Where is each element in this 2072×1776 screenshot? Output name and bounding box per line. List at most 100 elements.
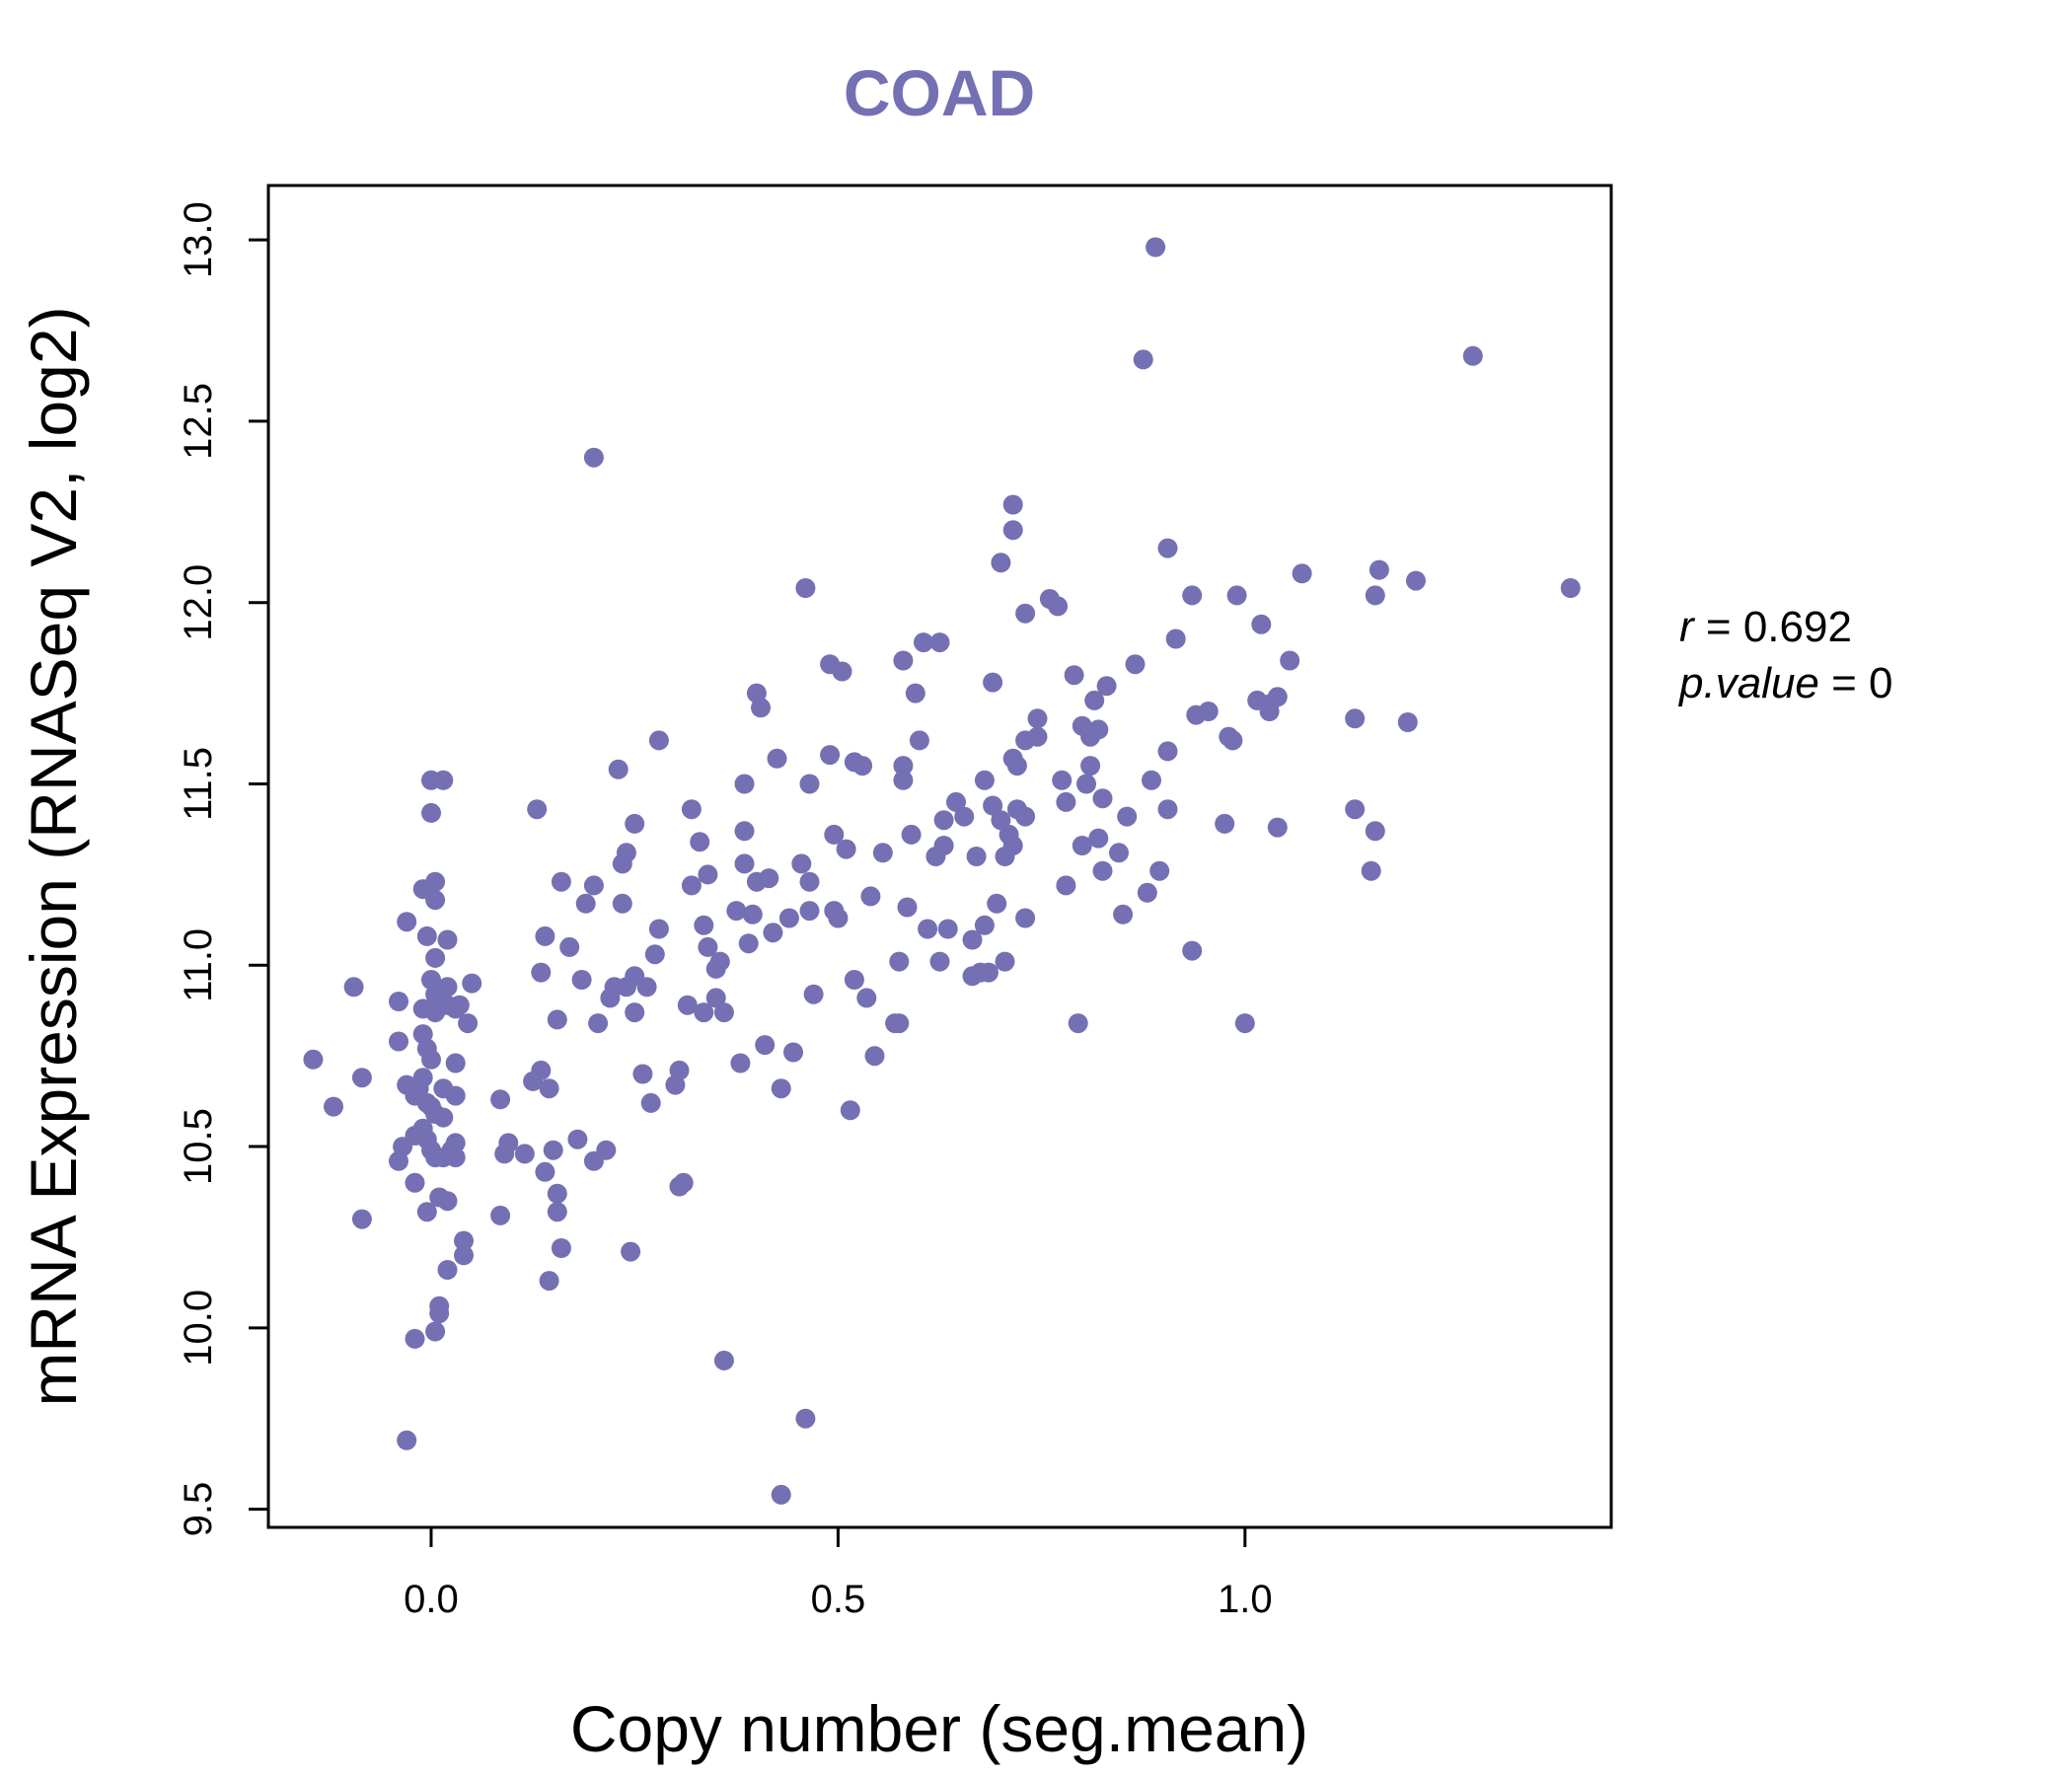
data-point bbox=[621, 1241, 641, 1262]
p-value: 0 bbox=[1869, 659, 1892, 707]
data-point bbox=[389, 992, 408, 1011]
data-point bbox=[954, 806, 975, 827]
data-point bbox=[490, 1205, 511, 1225]
data-point bbox=[698, 936, 718, 957]
data-point bbox=[571, 970, 592, 990]
data-point bbox=[636, 977, 657, 998]
data-point bbox=[771, 1078, 791, 1099]
data-point bbox=[640, 1092, 661, 1113]
data-point bbox=[893, 650, 914, 671]
data-point bbox=[673, 1172, 694, 1193]
data-point bbox=[820, 745, 841, 766]
data-point bbox=[979, 962, 999, 983]
data-point bbox=[713, 1350, 734, 1370]
data-point bbox=[799, 774, 820, 794]
data-point bbox=[983, 672, 1003, 693]
r-label: r bbox=[1679, 603, 1696, 651]
data-point bbox=[1146, 237, 1166, 258]
data-point bbox=[995, 951, 1015, 972]
p-value-stat: p.value = 0 bbox=[1677, 659, 1893, 707]
data-point bbox=[425, 1321, 446, 1342]
data-point bbox=[734, 853, 755, 874]
data-point bbox=[1251, 614, 1272, 634]
data-point bbox=[771, 1484, 791, 1505]
p-value-label: p.value bbox=[1677, 659, 1819, 707]
y-tick-label: 11.0 bbox=[177, 928, 220, 1002]
data-point bbox=[1117, 806, 1138, 827]
data-point bbox=[795, 1408, 816, 1429]
data-point bbox=[644, 944, 665, 965]
data-point bbox=[625, 1002, 645, 1023]
data-point bbox=[681, 799, 702, 820]
y-tick-label: 10.5 bbox=[177, 1108, 220, 1185]
data-point bbox=[1292, 563, 1312, 584]
data-point bbox=[836, 839, 856, 859]
data-point bbox=[1052, 770, 1073, 790]
data-point bbox=[1365, 821, 1385, 842]
data-points bbox=[303, 237, 1581, 1505]
data-point bbox=[389, 1031, 408, 1052]
data-point bbox=[547, 1183, 567, 1204]
data-point bbox=[1006, 756, 1027, 777]
data-point bbox=[1109, 843, 1129, 863]
data-point bbox=[539, 1078, 559, 1099]
data-point bbox=[783, 1042, 803, 1063]
data-point bbox=[458, 1013, 479, 1034]
data-point bbox=[1157, 799, 1178, 820]
data-point bbox=[1092, 860, 1113, 881]
data-point bbox=[929, 632, 950, 653]
data-point bbox=[1397, 712, 1418, 732]
data-point bbox=[445, 1133, 466, 1153]
data-point bbox=[343, 977, 364, 998]
data-point bbox=[1113, 904, 1134, 925]
y-tick-label: 11.5 bbox=[177, 747, 220, 821]
data-point bbox=[445, 1085, 466, 1106]
data-point bbox=[351, 1209, 372, 1229]
data-point bbox=[1088, 828, 1109, 849]
data-point bbox=[437, 1191, 458, 1212]
data-point bbox=[531, 1060, 552, 1080]
data-point bbox=[987, 893, 1007, 914]
data-point bbox=[1002, 494, 1023, 515]
data-point bbox=[454, 1245, 474, 1266]
data-point bbox=[421, 1049, 441, 1070]
data-point bbox=[425, 947, 446, 968]
data-point bbox=[1068, 1013, 1088, 1034]
data-point bbox=[872, 843, 893, 863]
data-point bbox=[462, 973, 482, 994]
data-point bbox=[755, 1035, 776, 1056]
data-point bbox=[933, 810, 954, 831]
data-point bbox=[799, 871, 820, 892]
data-point bbox=[551, 1238, 571, 1258]
data-point bbox=[1142, 770, 1161, 790]
data-point bbox=[889, 951, 910, 972]
data-point bbox=[351, 1068, 372, 1088]
p-equals: = bbox=[1819, 659, 1869, 707]
data-point bbox=[933, 836, 954, 855]
data-point bbox=[1072, 836, 1092, 855]
data-point bbox=[991, 810, 1011, 831]
data-point bbox=[694, 915, 714, 935]
data-point bbox=[1267, 687, 1288, 707]
data-point bbox=[405, 1172, 425, 1193]
chart-title: COAD bbox=[844, 56, 1035, 129]
data-point bbox=[1267, 817, 1288, 838]
data-point bbox=[531, 962, 552, 983]
y-tick-label: 10.0 bbox=[177, 1290, 220, 1367]
data-point bbox=[824, 824, 845, 845]
data-point bbox=[1406, 570, 1426, 591]
data-point bbox=[909, 730, 929, 751]
data-point bbox=[1345, 708, 1366, 729]
data-point bbox=[795, 578, 816, 598]
data-point bbox=[734, 774, 755, 794]
data-point bbox=[1125, 654, 1146, 675]
data-point bbox=[429, 1303, 450, 1324]
data-point bbox=[1080, 756, 1101, 777]
data-point bbox=[844, 970, 864, 990]
data-point bbox=[1280, 650, 1300, 671]
y-axis-label: mRNA Expression (RNASeq V2, log2) bbox=[17, 306, 90, 1406]
data-point bbox=[397, 912, 417, 932]
data-point bbox=[535, 1161, 555, 1182]
data-point bbox=[937, 919, 958, 939]
